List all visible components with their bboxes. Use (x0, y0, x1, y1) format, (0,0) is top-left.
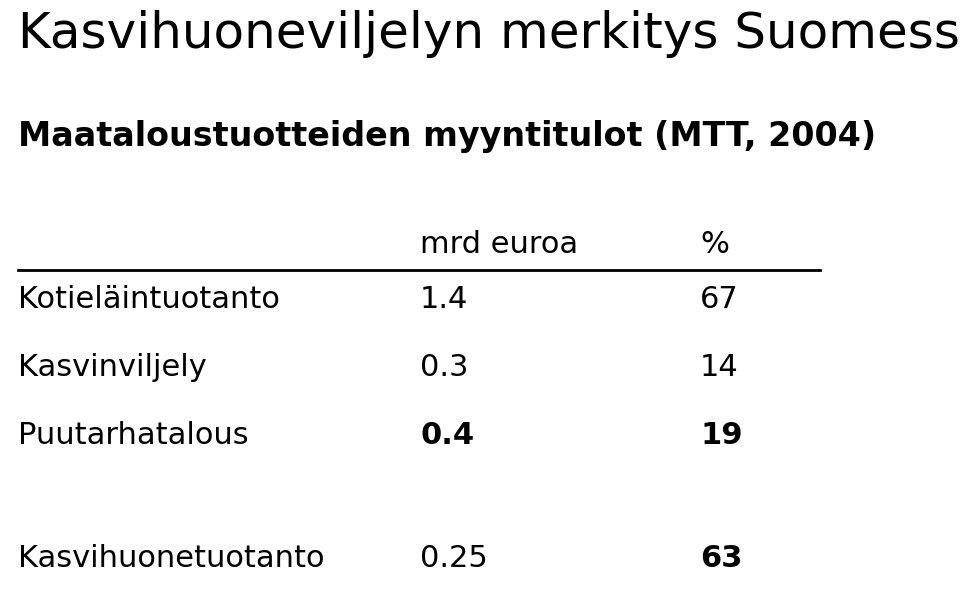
Text: 63: 63 (700, 544, 742, 573)
Text: 19: 19 (700, 421, 743, 450)
Text: 0.4: 0.4 (420, 421, 474, 450)
Text: 0.3: 0.3 (420, 353, 468, 382)
Text: 14: 14 (700, 353, 739, 382)
Text: Kasvinviljely: Kasvinviljely (18, 353, 206, 382)
Text: Kasvihuonetuotanto: Kasvihuonetuotanto (18, 544, 324, 573)
Text: mrd euroa: mrd euroa (420, 230, 578, 259)
Text: 1.4: 1.4 (420, 285, 468, 314)
Text: Kasvihuoneviljelyn merkitys Suomessa: Kasvihuoneviljelyn merkitys Suomessa (18, 10, 960, 58)
Text: Puutarhatalous: Puutarhatalous (18, 421, 249, 450)
Text: Maataloustuotteiden myyntitulot (MTT, 2004): Maataloustuotteiden myyntitulot (MTT, 20… (18, 120, 876, 153)
Text: 0.25: 0.25 (420, 544, 488, 573)
Text: 67: 67 (700, 285, 739, 314)
Text: Kotieläintuotanto: Kotieläintuotanto (18, 285, 280, 314)
Text: %: % (700, 230, 729, 259)
